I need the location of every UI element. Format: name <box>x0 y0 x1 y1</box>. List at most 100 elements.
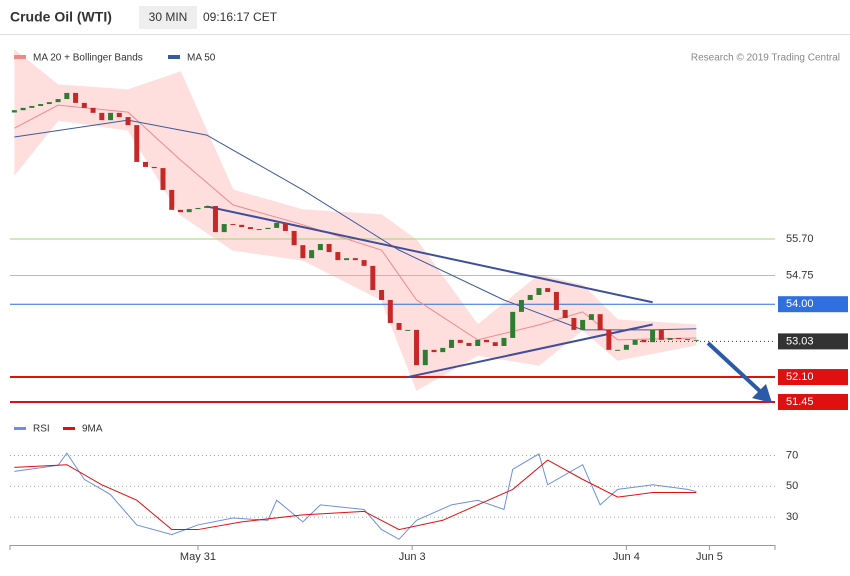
interval: 30 MIN <box>149 10 188 24</box>
legend-swatch <box>63 427 75 430</box>
candle <box>414 329 420 366</box>
time: 09:16:17 CET <box>203 10 278 24</box>
candle <box>81 102 87 108</box>
candle <box>317 243 323 251</box>
candle <box>300 245 306 259</box>
candle <box>108 112 114 121</box>
candle <box>527 294 533 300</box>
candle <box>422 349 428 366</box>
candle <box>685 339 691 341</box>
legend-swatch <box>168 55 180 59</box>
candle <box>650 329 656 343</box>
level-label: 54.75 <box>786 269 814 281</box>
candle <box>553 291 559 310</box>
x-tick-label: May 31 <box>180 551 216 563</box>
candle <box>73 92 79 103</box>
candle <box>160 168 166 190</box>
candle <box>510 311 516 338</box>
candle <box>405 329 411 331</box>
legend-label: RSI <box>33 424 50 435</box>
candle <box>99 112 105 121</box>
level-box <box>778 369 848 386</box>
candle <box>344 258 350 261</box>
candle <box>125 117 131 126</box>
candle <box>676 337 682 340</box>
candle <box>693 339 699 341</box>
candle <box>518 299 524 312</box>
candle <box>641 339 647 343</box>
candle <box>291 230 297 246</box>
trendline <box>206 205 653 304</box>
candle <box>221 224 227 233</box>
candle <box>256 229 262 231</box>
candle <box>46 102 52 105</box>
level-box <box>778 296 848 313</box>
candle <box>212 206 218 233</box>
candle <box>466 342 472 346</box>
candle <box>134 125 140 162</box>
candle <box>361 260 367 266</box>
candle <box>265 227 271 230</box>
legend-label: MA 20 + Bollinger Bands <box>33 53 143 64</box>
candle <box>475 339 481 346</box>
candle <box>335 252 341 261</box>
arrow-head <box>752 384 772 403</box>
candle <box>370 265 376 291</box>
candle <box>536 288 542 295</box>
candle <box>379 290 385 300</box>
level-label: 53.03 <box>786 335 814 347</box>
candle <box>545 288 551 292</box>
trendline <box>407 323 653 379</box>
level-label: 52.10 <box>786 371 814 383</box>
x-tick-label: Jun 3 <box>399 551 426 563</box>
candle <box>195 207 201 210</box>
candle <box>204 206 210 208</box>
candle <box>169 189 175 210</box>
candle <box>396 322 402 330</box>
candle <box>326 243 332 253</box>
candle <box>606 329 612 350</box>
candle <box>352 258 358 261</box>
candle <box>90 107 96 113</box>
arrow <box>706 341 764 395</box>
y-tick-label: 50 <box>786 480 798 492</box>
candle <box>571 318 577 330</box>
candle <box>55 99 61 103</box>
candle <box>64 92 70 100</box>
candle <box>387 299 393 323</box>
legend-swatch <box>14 427 26 430</box>
candle <box>597 314 603 330</box>
x-tick-label: Jun 4 <box>613 551 640 563</box>
candle <box>449 339 455 348</box>
candle <box>667 337 673 340</box>
level-box <box>778 333 848 350</box>
candle <box>457 339 463 343</box>
x-tick-label: Jun 5 <box>696 551 723 563</box>
y-tick-label: 70 <box>786 449 798 461</box>
candle <box>615 349 621 351</box>
candle <box>483 339 489 343</box>
legend-swatch <box>14 55 26 59</box>
level-label: 54.00 <box>786 298 814 310</box>
candle <box>186 209 192 213</box>
candle <box>658 329 664 340</box>
candle <box>177 209 183 213</box>
level-label: 55.70 <box>786 233 814 245</box>
candle <box>230 224 236 226</box>
ma-line <box>14 104 697 341</box>
candle <box>309 250 315 259</box>
candle <box>440 347 446 353</box>
bollinger-fill <box>14 49 697 391</box>
candle <box>492 342 498 346</box>
candle <box>116 112 122 118</box>
level-box <box>778 393 848 410</box>
candle <box>588 314 594 320</box>
candle <box>274 222 280 228</box>
candle <box>143 161 149 167</box>
candle <box>501 337 507 346</box>
candle <box>11 110 17 113</box>
line <box>14 459 697 531</box>
candle <box>562 309 568 319</box>
